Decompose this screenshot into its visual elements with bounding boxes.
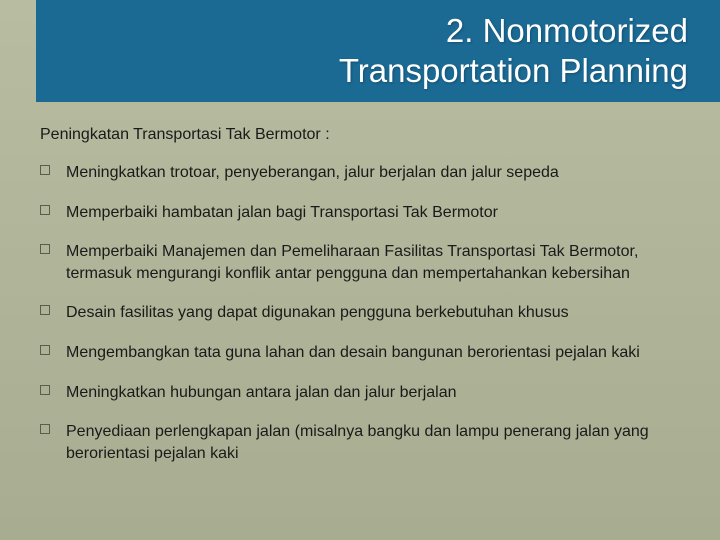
bullet-list: Meningkatkan trotoar, penyeberangan, jal… — [40, 162, 680, 464]
list-item-text: Penyediaan perlengkapan jalan (misalnya … — [66, 423, 649, 462]
checkbox-icon — [40, 244, 50, 254]
checkbox-icon — [40, 205, 50, 215]
list-item: Memperbaiki hambatan jalan bagi Transpor… — [40, 202, 680, 224]
list-item-text: Desain fasilitas yang dapat digunakan pe… — [66, 304, 569, 321]
list-item-text: Mengembangkan tata guna lahan dan desain… — [66, 344, 640, 361]
title-line-2: Transportation Planning — [339, 52, 688, 89]
list-item-text: Meningkatkan trotoar, penyeberangan, jal… — [66, 164, 559, 181]
list-item-text: Meningkatkan hubungan antara jalan dan j… — [66, 384, 457, 401]
intro-text: Peningkatan Transportasi Tak Bermotor : — [40, 126, 680, 144]
title-bar: 2. Nonmotorized Transportation Planning — [36, 0, 720, 102]
list-item: Penyediaan perlengkapan jalan (misalnya … — [40, 421, 680, 464]
list-item-text: Memperbaiki Manajemen dan Pemeliharaan F… — [66, 243, 638, 282]
checkbox-icon — [40, 165, 50, 175]
checkbox-icon — [40, 424, 50, 434]
list-item: Meningkatkan trotoar, penyeberangan, jal… — [40, 162, 680, 184]
list-item-text: Memperbaiki hambatan jalan bagi Transpor… — [66, 204, 498, 221]
list-item: Memperbaiki Manajemen dan Pemeliharaan F… — [40, 241, 680, 284]
list-item: Meningkatkan hubungan antara jalan dan j… — [40, 382, 680, 404]
title-line-1: 2. Nonmotorized — [446, 12, 688, 49]
list-item: Desain fasilitas yang dapat digunakan pe… — [40, 302, 680, 324]
checkbox-icon — [40, 385, 50, 395]
checkbox-icon — [40, 305, 50, 315]
slide-title: 2. Nonmotorized Transportation Planning — [339, 11, 688, 90]
checkbox-icon — [40, 345, 50, 355]
slide-content: Peningkatan Transportasi Tak Bermotor : … — [40, 126, 680, 482]
list-item: Mengembangkan tata guna lahan dan desain… — [40, 342, 680, 364]
